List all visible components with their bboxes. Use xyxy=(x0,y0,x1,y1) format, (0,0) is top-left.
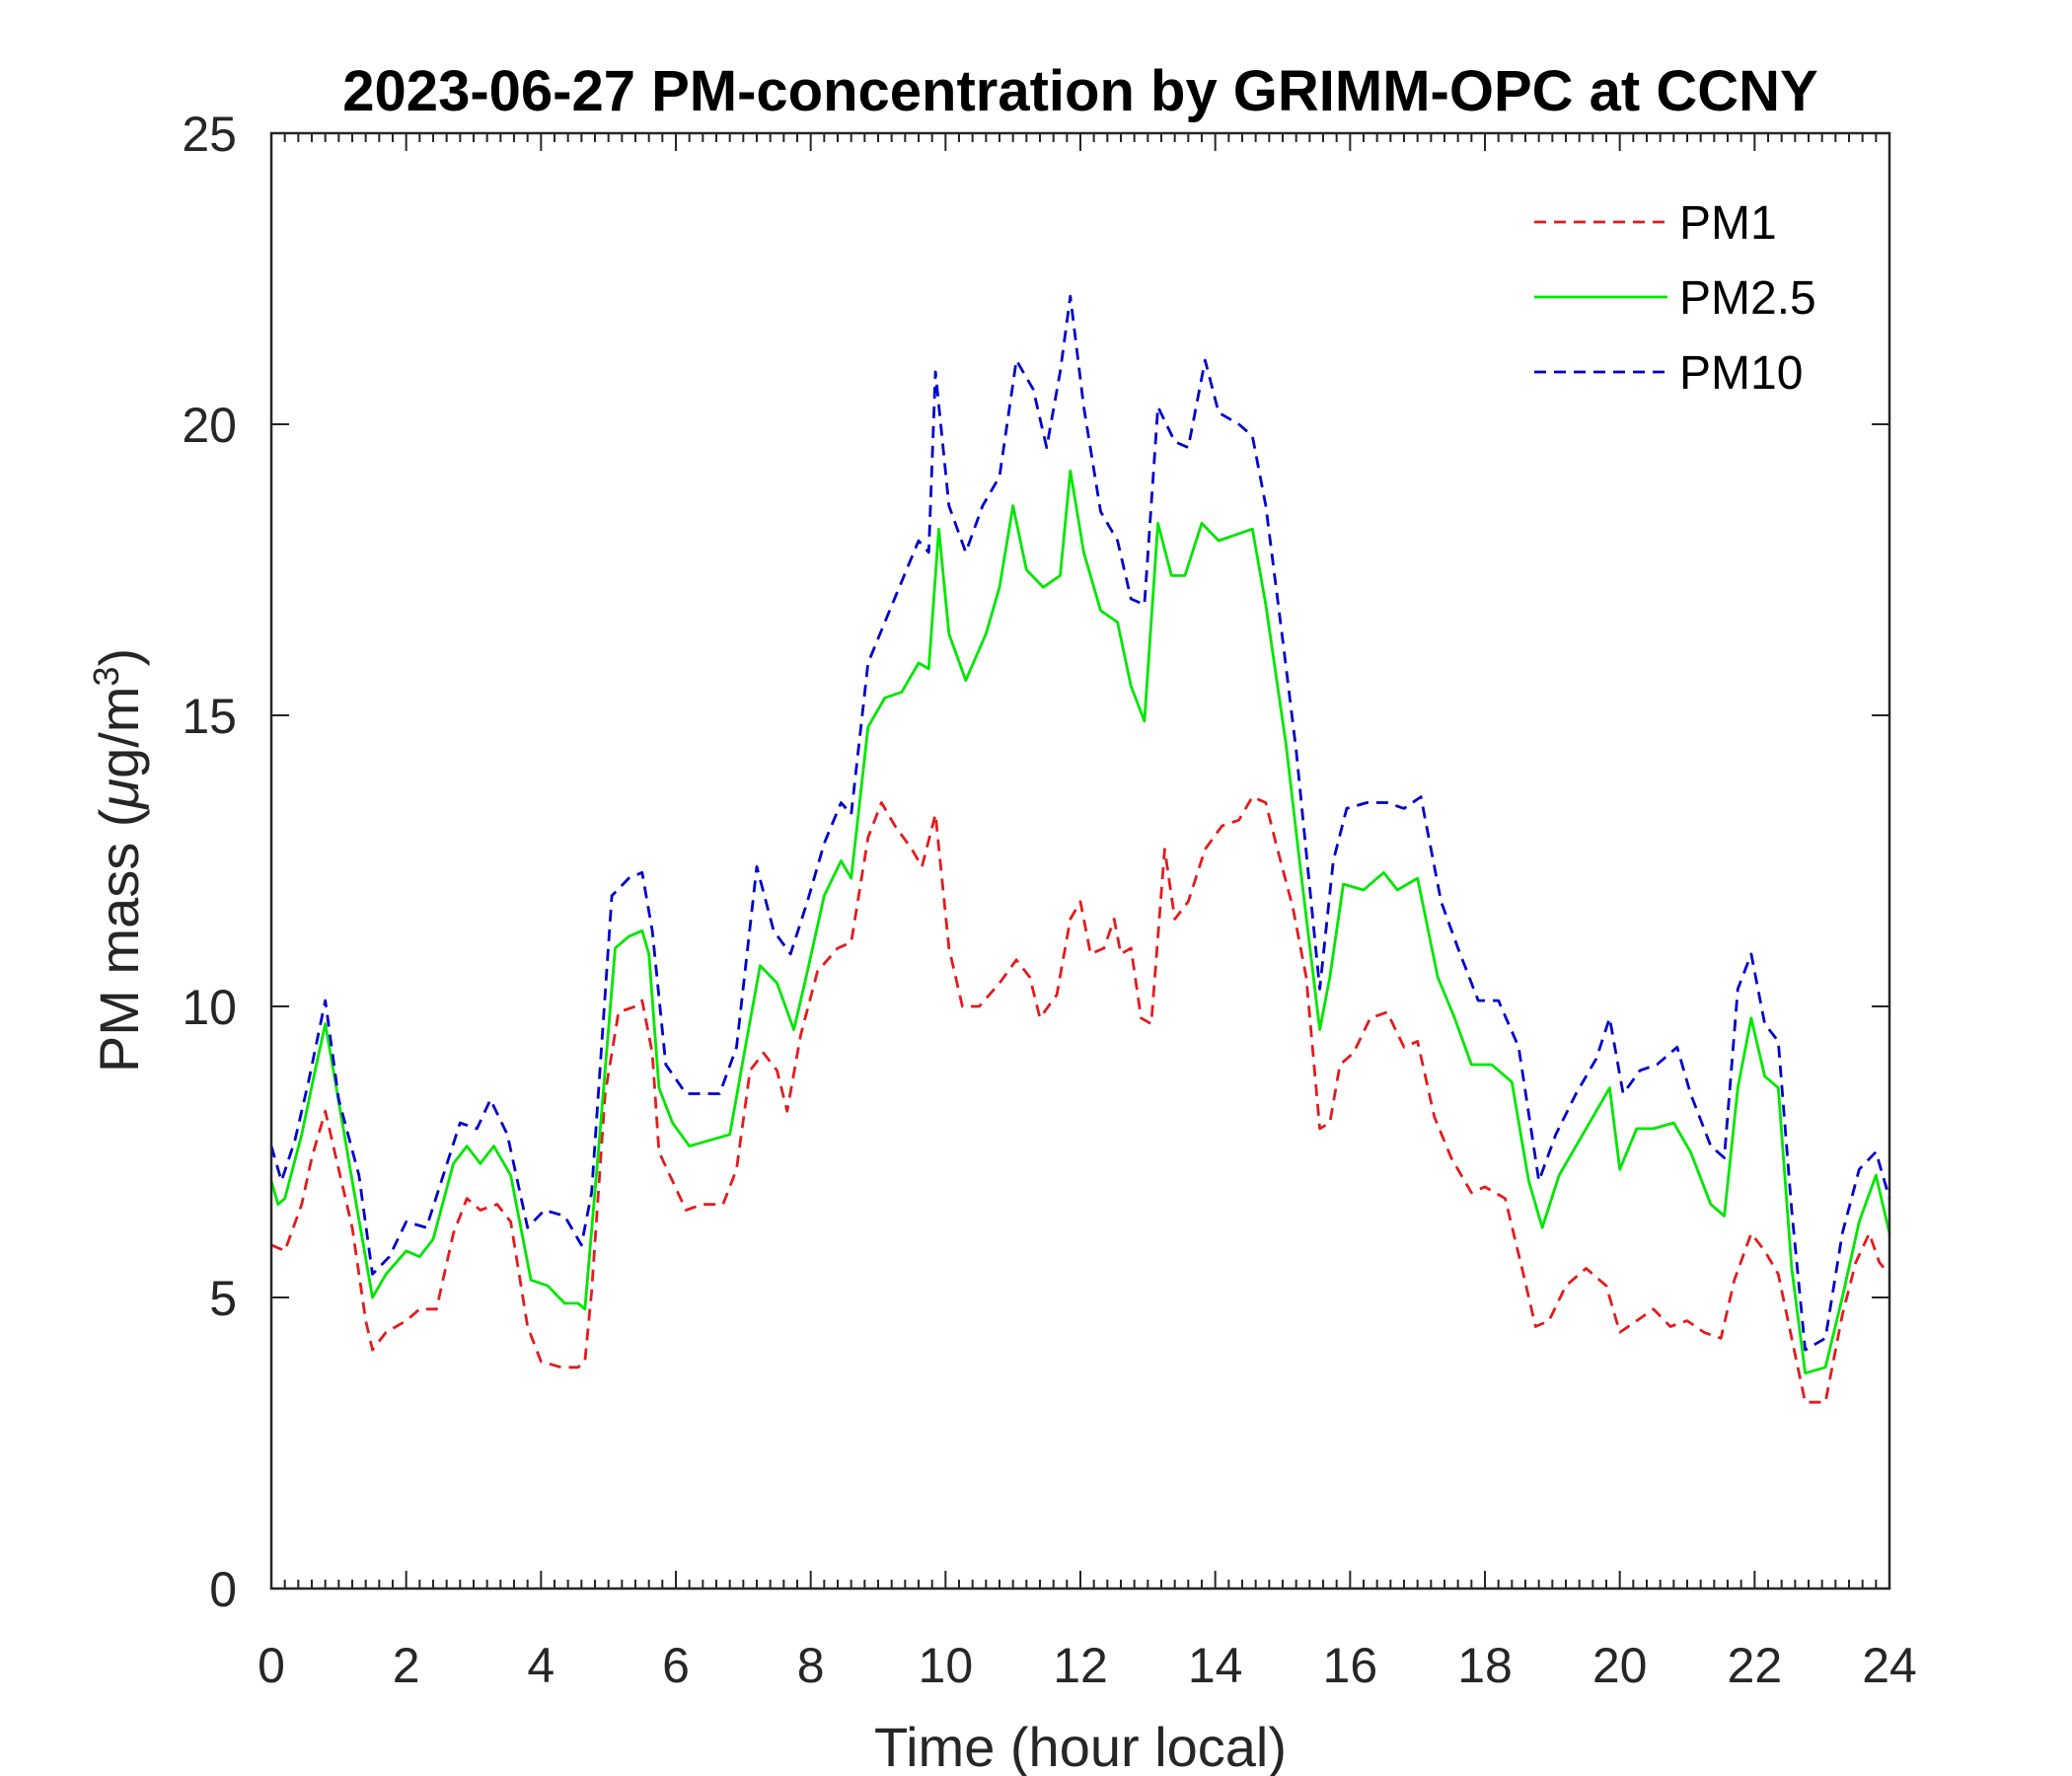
legend-label-pm1: PM1 xyxy=(1679,197,1777,250)
legend-label-pm10: PM10 xyxy=(1679,347,1803,400)
axis-ticks xyxy=(270,132,1890,1590)
y-tick-labels: 0 5 10 15 20 25 xyxy=(182,107,237,1617)
x-tick-label: 16 xyxy=(1323,1638,1378,1693)
x-tick-label: 2 xyxy=(393,1638,420,1693)
y-tick-label: 20 xyxy=(182,398,237,453)
x-axis-label: Time (hour local) xyxy=(874,1716,1287,1776)
y-axis-label: PM mass (μg/m3) xyxy=(86,648,150,1073)
y-tick-label: 15 xyxy=(182,689,237,744)
y-tick-label: 10 xyxy=(182,980,237,1035)
x-tick-label: 20 xyxy=(1592,1638,1648,1693)
y-axis-label-mu: μ xyxy=(88,778,150,811)
y-axis-label-unit: g/m xyxy=(88,687,150,778)
series-line-pm10 xyxy=(269,294,1891,1352)
y-tick-label: 25 xyxy=(182,107,237,162)
legend: PM1 PM2.5 PM10 xyxy=(1534,197,1816,400)
x-tick-label: 4 xyxy=(527,1638,555,1693)
y-tick-label: 5 xyxy=(209,1271,237,1326)
series-line-pm25 xyxy=(269,469,1891,1375)
chart-title: 2023-06-27 PM-concentration by GRIMM-OPC… xyxy=(342,59,1817,123)
y-axis-label-suffix: ) xyxy=(88,648,150,667)
x-tick-label: 14 xyxy=(1188,1638,1243,1693)
x-tick-labels: 0 2 4 6 8 10 12 14 16 18 20 22 24 xyxy=(258,1638,1917,1693)
series-line-pm1 xyxy=(270,795,1891,1404)
x-tick-label: 8 xyxy=(797,1638,825,1693)
x-tick-label: 0 xyxy=(258,1638,285,1693)
x-tick-label: 22 xyxy=(1728,1638,1783,1693)
legend-label-pm25: PM2.5 xyxy=(1679,272,1816,325)
y-axis-label-superscript: 3 xyxy=(86,667,126,687)
x-tick-label: 18 xyxy=(1457,1638,1513,1693)
series-layer xyxy=(269,294,1891,1404)
x-tick-label: 12 xyxy=(1053,1638,1108,1693)
x-tick-label: 10 xyxy=(919,1638,974,1693)
plot-frame xyxy=(269,131,1891,1591)
x-tick-label: 6 xyxy=(662,1638,690,1693)
y-tick-label: 0 xyxy=(209,1562,237,1617)
y-axis-label-prefix: PM mass ( xyxy=(88,808,150,1073)
x-tick-label: 24 xyxy=(1862,1638,1917,1693)
